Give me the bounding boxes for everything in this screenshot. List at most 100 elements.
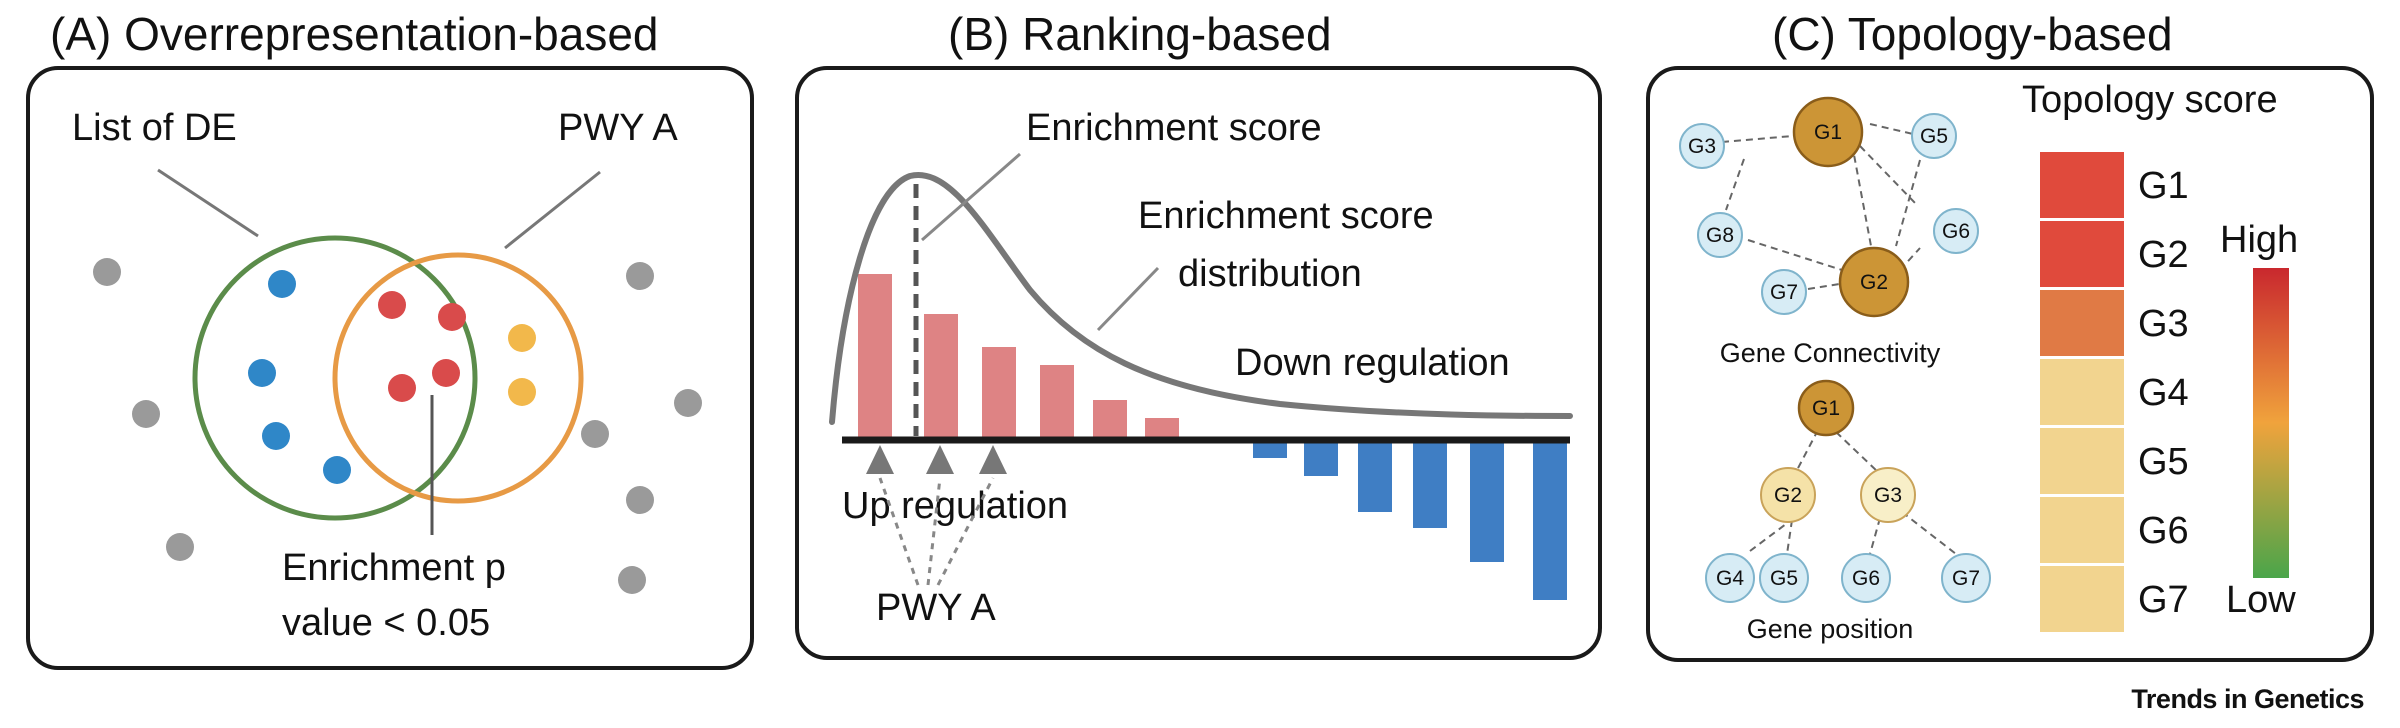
tree-edge (1835, 431, 1879, 473)
tree-edge (1786, 519, 1793, 555)
up-bar (924, 314, 958, 440)
pwy-arrow-stem (926, 477, 942, 586)
network-node-g1: G1 (1792, 96, 1864, 168)
down-bar (1358, 440, 1392, 512)
topology-score-gene: G6 (2138, 510, 2189, 552)
enrichment-score-label: Enrichment score (1026, 107, 1322, 149)
enrichment-p-line2: value < 0.05 (282, 602, 490, 644)
network-edge (1859, 145, 1917, 205)
down-bar (1470, 440, 1504, 562)
topology-score-title: Topology score (2022, 79, 2278, 121)
overlap-gene-dot (388, 374, 416, 402)
network-node-label: G3 (1688, 135, 1716, 158)
network-node-label: G7 (1770, 281, 1798, 304)
tree-node-g2: G2 (1760, 467, 1816, 523)
panel-c: (C) Topology-based G3 (1646, 8, 2374, 662)
network-node-label: G5 (1920, 125, 1948, 148)
arrow-head-icon (866, 445, 894, 474)
network-edge (1851, 143, 1875, 263)
list-of-de-pointer (157, 168, 259, 238)
tree-node-g4: G4 (1705, 553, 1755, 603)
other-gene-dot (618, 566, 646, 594)
network-node-label: G8 (1706, 224, 1734, 247)
down-bars (1253, 440, 1567, 600)
up-bar (982, 347, 1016, 440)
pathway-label: PWY A (558, 107, 678, 149)
arrow-head-icon (979, 445, 1007, 474)
topology-score-cell (2040, 566, 2124, 632)
journal-credit: Trends in Genetics (2131, 684, 2364, 714)
panel-a: (A) Overrepresentation-based List of DE … (26, 8, 754, 670)
topology-score-gene: G4 (2138, 372, 2189, 414)
overlap-gene-dot (432, 359, 460, 387)
panel-b-frame (795, 66, 1602, 660)
topology-score-cell (2040, 290, 2124, 356)
enrichment-p-line1: Enrichment p (282, 547, 506, 589)
enrichment-distribution-curve (829, 171, 1573, 425)
pwy-arrows (866, 445, 1007, 586)
topology-score-cell (2040, 359, 2124, 425)
network-node-label: G6 (1942, 220, 1970, 243)
panel-a-title: (A) Overrepresentation-based (50, 8, 659, 60)
topology-score-cell (2040, 428, 2124, 494)
other-gene-dot (626, 262, 654, 290)
panel-a-frame (26, 66, 754, 670)
tree-node-label: G1 (1812, 397, 1840, 420)
topology-score-gene: G2 (2138, 234, 2189, 276)
down-bar (1253, 440, 1287, 458)
topology-score-cell (2040, 152, 2124, 218)
network-node-g3: G3 (1679, 123, 1725, 169)
up-regulation-label: Up regulation (842, 485, 1068, 527)
other-gene-dot (581, 420, 609, 448)
enrichment-score-pointer (921, 152, 1021, 242)
position-caption: Gene position (1747, 614, 1914, 644)
down-regulation-label: Down regulation (1235, 342, 1510, 384)
tree-edge (1901, 511, 1957, 555)
topology-score-gene: G5 (2138, 441, 2189, 483)
network-edge (1807, 282, 1847, 290)
tree-edge (1795, 429, 1819, 473)
network-edge (1895, 159, 1921, 247)
pathway-circle (332, 252, 584, 504)
tree-node-label: G7 (1952, 567, 1980, 590)
scale-low-label: Low (2226, 579, 2296, 621)
panel-b: (B) Ranking-based Enrichment score Enric… (795, 8, 1602, 660)
connectivity-caption: Gene Connectivity (1720, 338, 1941, 368)
network-nodes: G3 G1 G5 G8 G6 (1679, 96, 1979, 318)
de-gene-dot (248, 359, 276, 387)
distribution-label-line1: Enrichment score (1138, 195, 1434, 237)
network-edge (1747, 239, 1843, 271)
other-gene-dot (626, 486, 654, 514)
tree-nodes: G1 G2 G3 G4 G5 (1705, 379, 1991, 603)
arrow-head-icon (926, 445, 954, 474)
scale-high-label: High (2220, 219, 2298, 261)
tree-node-label: G5 (1770, 567, 1798, 590)
panel-c-frame (1646, 66, 2374, 662)
network-node-g8: G8 (1697, 212, 1743, 258)
up-bars (858, 274, 1179, 440)
network-node-label: G1 (1814, 121, 1842, 144)
up-bar (1040, 365, 1074, 440)
topology-score-cell (2040, 221, 2124, 287)
overlap-gene-dot (378, 291, 406, 319)
other-gene-dot (674, 389, 702, 417)
topology-score-cell (2040, 497, 2124, 563)
topology-score-gene: G3 (2138, 303, 2189, 345)
up-bar (1093, 400, 1127, 440)
tree-node-g3: G3 (1860, 467, 1916, 523)
topology-score-gene: G1 (2138, 165, 2189, 207)
network-node-g7: G7 (1761, 269, 1807, 315)
down-bar (1413, 440, 1447, 528)
tree-node-g7: G7 (1941, 553, 1991, 603)
network-node-g6: G6 (1933, 208, 1979, 254)
tree-node-label: G4 (1716, 567, 1744, 590)
other-gene-dot (93, 258, 121, 286)
network-edge (1725, 158, 1745, 211)
de-gene-dot (268, 270, 296, 298)
panel-c-title: (C) Topology-based (1772, 8, 2173, 60)
network-node-g2: G2 (1838, 246, 1910, 318)
topology-score-table: G1 G2 G3 G4 G5 G6 G7 (2040, 152, 2189, 632)
tree-node-label: G3 (1874, 484, 1902, 507)
distribution-pointer (1096, 266, 1160, 332)
pathway-gene-dot (508, 324, 536, 352)
